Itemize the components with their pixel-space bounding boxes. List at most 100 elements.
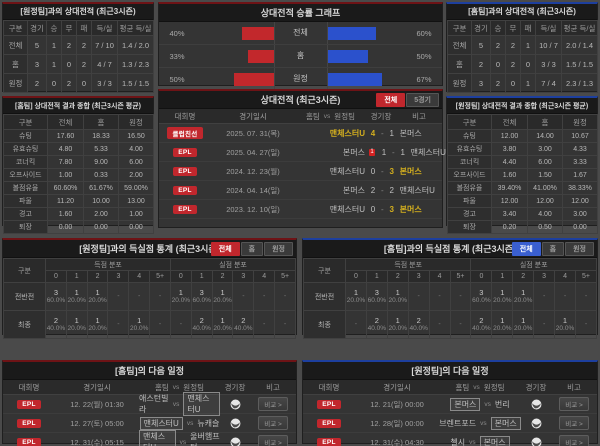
col-stadium: 경기장 bbox=[224, 382, 246, 392]
row-label: 볼점유율 bbox=[3, 181, 48, 195]
toggle-button[interactable]: 원정 bbox=[565, 242, 594, 256]
column-header: 구분 bbox=[447, 20, 472, 36]
cell-value: 12.00 bbox=[527, 194, 563, 208]
bin-empty: - bbox=[438, 293, 441, 300]
bin-header: 5+ bbox=[149, 270, 171, 283]
toggle-button[interactable]: 홈 bbox=[541, 242, 565, 256]
vs-label: vs bbox=[186, 419, 194, 427]
column-header: 무 bbox=[61, 20, 77, 36]
cell-value: 12.00 bbox=[562, 194, 598, 208]
bin-percent: 20.0% bbox=[213, 297, 232, 304]
schedule-row: EPL 12. 31(수) 05:15 맨체스터Uvs울버햄프턴 비교 > bbox=[3, 430, 296, 446]
cell-value: 1.00 bbox=[47, 168, 84, 182]
row-label: 퇴장 bbox=[447, 220, 492, 234]
bin-header: 4 bbox=[554, 270, 576, 283]
home-winrate-bar bbox=[247, 49, 274, 63]
bin-count: 1 bbox=[74, 316, 79, 325]
bin-count: 1 bbox=[95, 288, 100, 297]
toggle-button[interactable]: 전체 bbox=[511, 242, 541, 256]
bin-percent: 20.0% bbox=[346, 297, 366, 304]
bin-empty: - bbox=[117, 293, 120, 300]
table-row: 파울 12.00 12.00 12.00 bbox=[447, 194, 598, 208]
row-label: 홈 bbox=[3, 54, 28, 74]
row-label: 전반전 bbox=[303, 282, 346, 311]
goal-bin-cell: 1 20.0% bbox=[65, 282, 88, 311]
stadium-icon[interactable] bbox=[230, 437, 241, 446]
stadium-icon[interactable] bbox=[230, 399, 241, 410]
panel-title-text: [원정팀] 상대전적 결과 종합 (최근3시즌 평균) bbox=[455, 102, 589, 110]
row-label: 원정 bbox=[447, 73, 472, 93]
summary-table: 구분 전체 홈 원정 슈팅 17.60 18.33 16.50 유효슈팅 4.80 5.33 4.00… bbox=[3, 114, 154, 234]
stadium-icon[interactable] bbox=[230, 418, 241, 429]
compare-button[interactable]: 비교 > bbox=[559, 435, 589, 446]
cell-value: 12.00 bbox=[491, 129, 528, 143]
toggle-button[interactable]: 전체 bbox=[210, 242, 240, 256]
panel-home-summary: [홈팀] 상대전적 결과 종합 (최근3시즌 평균) 구분 전체 홈 원정 슈팅 17.6… bbox=[2, 96, 154, 234]
cell-value: 13.00 bbox=[118, 194, 154, 208]
cell-value: 4.33 bbox=[562, 142, 598, 156]
compare-button[interactable]: 비교 > bbox=[258, 435, 288, 446]
bin-header: 2 bbox=[386, 270, 409, 283]
stadium-cell bbox=[220, 437, 250, 446]
bin-empty: - bbox=[459, 293, 462, 300]
h2h-table: 구분 경기 승 무 패 득/실 평균 득/실 전체 5 1 2 2 7 / 10 1.4 / 2.0 홈 3 1… bbox=[3, 20, 154, 93]
score-dash: - bbox=[381, 185, 384, 195]
col-home-team: 홈팀 bbox=[305, 111, 320, 121]
bin-count: 1 bbox=[395, 316, 400, 325]
away-team-name: 뉴캐슬 bbox=[197, 418, 220, 428]
bin-percent: 20.0% bbox=[67, 325, 86, 332]
row-label: 슈팅 bbox=[447, 129, 492, 143]
compare-button[interactable]: 비교 > bbox=[258, 416, 288, 430]
compare-button[interactable]: 비교 > bbox=[559, 397, 589, 411]
cell-value: 10 / 7 bbox=[535, 35, 562, 55]
cell-value: 2 bbox=[27, 73, 47, 93]
toggle-button[interactable]: 홈 bbox=[240, 242, 264, 256]
home-winrate-value: 40% bbox=[169, 28, 185, 38]
table-row: 퇴장 0.20 0.50 0.00 bbox=[447, 220, 598, 234]
panel-title: [홈팀]과의 득실점 통계 (최근3시즌) 전체 홈 원정 bbox=[303, 240, 597, 258]
schedule-row: EPL 12. 27(토) 05:00 맨체스터U vs 뉴캐슬 비교 > bbox=[3, 414, 296, 433]
row-label: 오프사이드 bbox=[447, 168, 492, 182]
home-team-name: 본머스 bbox=[342, 185, 365, 195]
table-row: 볼점유율 39.40% 41.00% 38.33% bbox=[447, 181, 598, 195]
toggle-group: 전체 홈 원정 bbox=[210, 242, 293, 256]
header-row: 구분 경기 승 무 패 득/실 평균 득/실 bbox=[447, 20, 598, 36]
compare-button[interactable]: 비교 > bbox=[559, 416, 589, 430]
home-bar-zone bbox=[195, 45, 274, 67]
cell-value: 2.0 / 1.4 bbox=[561, 35, 598, 55]
row-label: 원정 bbox=[3, 73, 28, 93]
panel-title-text: [원정팀]과의 득실점 통계 (최근3시즌) bbox=[79, 244, 220, 254]
goal-bin-cell: - bbox=[274, 282, 296, 311]
goal-bin-cell: - bbox=[574, 282, 598, 311]
column-header: 승 bbox=[490, 20, 506, 36]
row-label: 홈 bbox=[447, 54, 472, 74]
col-note: 비고 bbox=[567, 382, 581, 392]
bin-header: 0 bbox=[470, 270, 493, 283]
bin-percent: 60.0% bbox=[46, 297, 66, 304]
graph-category-label: 전체 bbox=[273, 22, 328, 44]
stadium-icon[interactable] bbox=[531, 418, 542, 429]
row-label: 파울 bbox=[447, 194, 492, 208]
compare-button[interactable]: 비교 > bbox=[258, 397, 288, 411]
panel-title-text: 상대전적 (최근3시즌) bbox=[260, 95, 341, 105]
home-team-name: 맨체스터U bbox=[329, 166, 365, 176]
bin-percent: 40.0% bbox=[234, 325, 253, 332]
bin-percent: 20.0% bbox=[130, 325, 149, 332]
stadium-icon[interactable] bbox=[531, 399, 542, 410]
goal-bin-cell: - bbox=[107, 310, 130, 339]
cell-value: 1.5 / 1.5 bbox=[117, 73, 154, 93]
toggle-button[interactable]: 전체 bbox=[376, 93, 406, 107]
stadium-icon[interactable] bbox=[531, 437, 542, 446]
cell-value: 1.00 bbox=[118, 207, 154, 221]
toggle-button[interactable]: 5경기 bbox=[406, 93, 439, 107]
goal-bin-cell: 1 20.0% bbox=[512, 310, 535, 339]
row-label: 경고 bbox=[447, 207, 492, 221]
bin-empty: - bbox=[179, 321, 183, 328]
table-row: 슈팅 12.00 14.00 10.67 bbox=[447, 129, 598, 143]
goal-bin-cell: - bbox=[449, 310, 472, 339]
away-team-name: 본머스 bbox=[399, 166, 422, 176]
toggle-button[interactable]: 원정 bbox=[264, 242, 293, 256]
bin-count: 1 bbox=[521, 288, 526, 297]
